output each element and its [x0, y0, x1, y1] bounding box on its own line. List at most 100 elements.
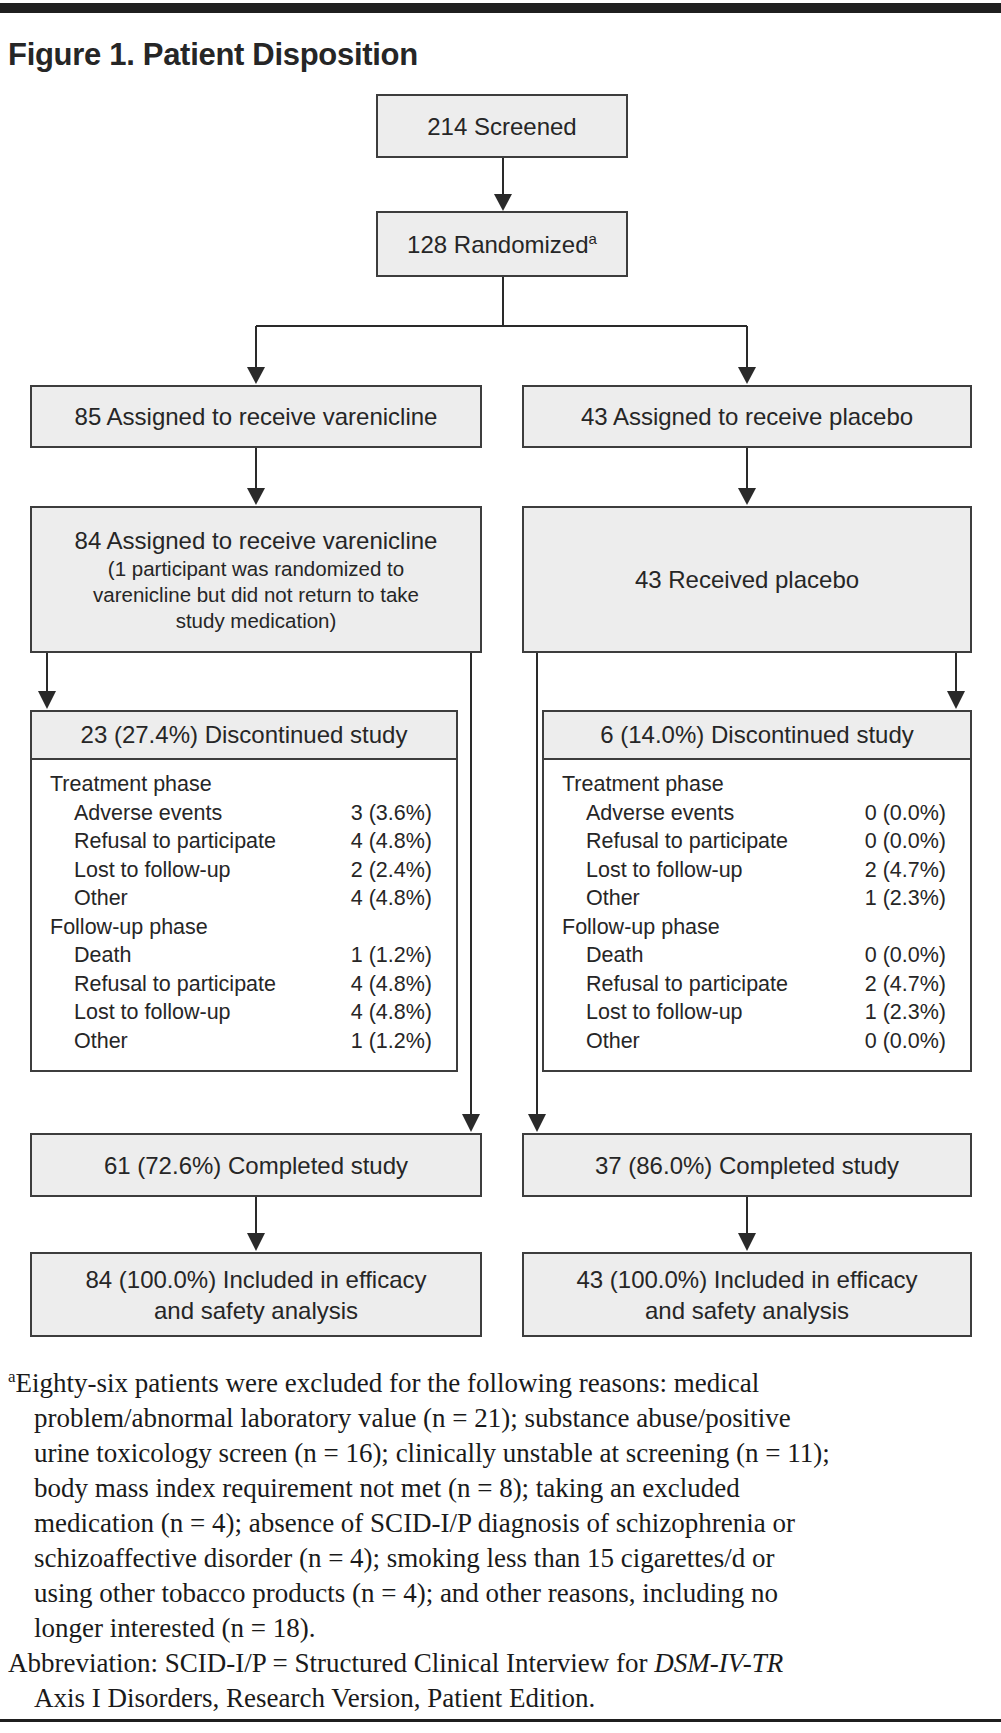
row-value: 4 (4.8%): [351, 970, 432, 999]
row-label: Refusal to participate: [586, 970, 788, 999]
received-varenicline-note-1: (1 participant was randomized to: [108, 556, 404, 582]
footnote-line-8: longer interested (n = 18).: [8, 1611, 996, 1646]
disposition-row: Death 0 (0.0%): [562, 941, 946, 970]
row-label: Other: [74, 884, 128, 913]
box-assigned-placebo: 43 Assigned to receive placebo: [522, 385, 972, 448]
box-included-varenicline: 84 (100.0%) Included in efficacy and saf…: [30, 1252, 482, 1337]
box-included-placebo: 43 (100.0%) Included in efficacy and saf…: [522, 1252, 972, 1337]
box-assigned-varenicline: 85 Assigned to receive varenicline: [30, 385, 482, 448]
row-label: Follow-up phase: [562, 913, 720, 942]
row-label: Lost to follow-up: [586, 856, 743, 885]
footnote-marker: a: [8, 1367, 16, 1386]
row-value: 1 (2.3%): [865, 998, 946, 1027]
box-randomized: 128 Randomizeda: [376, 211, 628, 277]
discontinued-varenicline-body: Treatment phase Adverse events 3 (3.6%) R…: [32, 760, 456, 1055]
footnote-line-5: medication (n = 4); absence of SCID-I/P …: [8, 1506, 996, 1541]
received-varenicline-note-3: study medication): [176, 608, 337, 634]
discontinued-placebo-body: Treatment phase Adverse events 0 (0.0%) R…: [544, 760, 970, 1055]
included-placebo-line-2: and safety analysis: [645, 1295, 849, 1326]
row-value: 4 (4.8%): [351, 884, 432, 913]
branch-randomized: [247, 277, 756, 384]
disposition-row: Death1 (1.2%): [50, 941, 432, 970]
figure-footnote: aEighty-six patients were excluded for t…: [8, 1366, 996, 1716]
row-value: 3 (3.6%): [351, 799, 432, 828]
box-completed-placebo: 37 (86.0%) Completed study: [522, 1133, 972, 1197]
row-value: 1 (2.3%): [865, 884, 946, 913]
disposition-row: Other 0 (0.0%): [562, 1027, 946, 1056]
row-label: Adverse events: [586, 799, 734, 828]
abbreviation-line-2: Axis I Disorders, Research Version, Pati…: [8, 1681, 996, 1716]
row-label: Refusal to participate: [74, 827, 276, 856]
box-received-placebo: 43 Received placebo: [522, 506, 972, 653]
row-label: Lost to follow-up: [74, 856, 231, 885]
arrow-screened-to-randomized: [494, 158, 512, 211]
completed-varenicline-label: 61 (72.6%) Completed study: [104, 1151, 408, 1180]
row-value: 0 (0.0%): [865, 827, 946, 856]
row-label: Lost to follow-up: [586, 998, 743, 1027]
footnote-line-4: body mass index requirement not met (n =…: [8, 1471, 996, 1506]
disposition-row: Adverse events 3 (3.6%): [50, 799, 432, 828]
row-label: Death: [74, 941, 131, 970]
box-completed-varenicline: 61 (72.6%) Completed study: [30, 1133, 482, 1197]
row-label: Other: [74, 1027, 128, 1056]
footnote-line-2: problem/abnormal laboratory value (n = 2…: [8, 1401, 996, 1436]
row-label: Follow-up phase: [50, 913, 208, 942]
footnote-line-3: urine toxicology screen (n = 16); clinic…: [8, 1436, 996, 1471]
row-value: 2 (2.4%): [351, 856, 432, 885]
row-value: 0 (0.0%): [865, 1027, 946, 1056]
arrow-assigned-to-received-placebo: [738, 448, 756, 505]
row-value: 1 (1.2%): [351, 1027, 432, 1056]
disposition-row: Treatment phase: [50, 770, 432, 799]
assigned-placebo-label: 43 Assigned to receive placebo: [581, 402, 913, 431]
included-placebo-line-1: 43 (100.0%) Included in efficacy: [576, 1264, 917, 1295]
row-value: 4 (4.8%): [351, 998, 432, 1027]
row-label: Other: [586, 1027, 640, 1056]
disposition-row: Lost to follow-up 2 (2.4%): [50, 856, 432, 885]
row-label: Lost to follow-up: [74, 998, 231, 1027]
row-label: Refusal to participate: [74, 970, 276, 999]
row-value: 2 (4.7%): [865, 970, 946, 999]
box-discontinued-placebo: 6 (14.0%) Discontinued study Treatment p…: [542, 710, 972, 1072]
row-label: Treatment phase: [50, 770, 212, 799]
arrow-placebo-to-discontinued: [947, 653, 965, 709]
disposition-row: Lost to follow-up 1 (2.3%): [562, 998, 946, 1027]
row-label: Adverse events: [74, 799, 222, 828]
assigned-varenicline-label: 85 Assigned to receive varenicline: [75, 402, 438, 431]
footnote-line-7: using other tobacco products (n = 4); an…: [8, 1576, 996, 1611]
received-varenicline-title: 84 Assigned to receive varenicline: [75, 526, 438, 556]
row-value: 2 (4.7%): [865, 856, 946, 885]
discontinued-placebo-header: 6 (14.0%) Discontinued study: [544, 712, 970, 760]
disposition-row: Refusal to participate 2 (4.7%): [562, 970, 946, 999]
box-received-varenicline: 84 Assigned to receive varenicline (1 pa…: [30, 506, 482, 653]
footnote-line-6: schizoaffective disorder (n = 4); smokin…: [8, 1541, 996, 1576]
disposition-row: Lost to follow-up 4 (4.8%): [50, 998, 432, 1027]
row-value: 4 (4.8%): [351, 827, 432, 856]
row-value: 0 (0.0%): [865, 799, 946, 828]
disposition-row: Refusal to participate 4 (4.8%): [50, 970, 432, 999]
disposition-row: Refusal to participate 4 (4.8%): [50, 827, 432, 856]
arrow-assigned-to-received-varenicline: [247, 448, 265, 505]
randomized-footnote-marker: a: [589, 230, 597, 247]
received-varenicline-note-2: varenicline but did not return to take: [93, 582, 419, 608]
row-label: Other: [586, 884, 640, 913]
disposition-row: Adverse events 0 (0.0%): [562, 799, 946, 828]
arrow-varenicline-to-completed: [462, 653, 480, 1132]
discontinued-varenicline-header: 23 (27.4%) Discontinued study: [32, 712, 456, 760]
row-label: Death: [586, 941, 643, 970]
abbreviation-italic: DSM-IV-TR: [654, 1648, 783, 1678]
disposition-row: Follow-up phase: [50, 913, 432, 942]
included-varenicline-line-1: 84 (100.0%) Included in efficacy: [85, 1264, 426, 1295]
row-label: Refusal to participate: [586, 827, 788, 856]
disposition-row: Follow-up phase: [562, 913, 946, 942]
arrow-completed-to-included-varenicline: [247, 1197, 265, 1251]
disposition-row: Other 1 (2.3%): [562, 884, 946, 913]
row-value: 0 (0.0%): [865, 941, 946, 970]
screened-label: 214 Screened: [427, 112, 576, 141]
completed-placebo-label: 37 (86.0%) Completed study: [595, 1151, 899, 1180]
included-varenicline-line-2: and safety analysis: [154, 1295, 358, 1326]
arrow-completed-to-included-placebo: [738, 1197, 756, 1251]
bottom-rule: [0, 1719, 1001, 1722]
row-label: Treatment phase: [562, 770, 724, 799]
randomized-label: 128 Randomizeda: [407, 230, 597, 259]
disposition-row: Lost to follow-up 2 (4.7%): [562, 856, 946, 885]
